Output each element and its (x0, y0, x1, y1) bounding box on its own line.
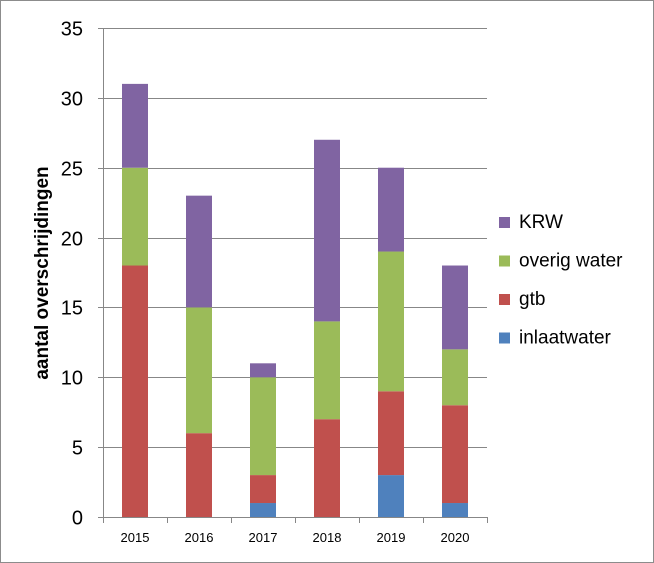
x-tick-label: 2020 (441, 530, 470, 545)
bar-2019-gtb (378, 391, 404, 476)
bar-2019-overig-water (378, 251, 404, 392)
y-tick-label: 15 (61, 298, 83, 320)
gridlines (103, 28, 487, 448)
x-tick-label: 2019 (377, 530, 406, 545)
y-tick-label: 0 (72, 508, 83, 530)
bar-2020-overig-water (442, 349, 468, 406)
axes (98, 28, 488, 523)
bar-2017-gtb (250, 475, 276, 504)
bars (122, 83, 468, 517)
bar-2018-overig-water (314, 321, 340, 420)
legend-swatch (499, 332, 510, 344)
x-tick-label: 2016 (185, 530, 214, 545)
y-tick-labels: 0 5 10 15 20 25 30 35 (61, 19, 83, 530)
bar-2017-inlaatwater (250, 503, 276, 517)
bar-2015-krw (122, 83, 148, 168)
y-tick-label: 25 (61, 159, 83, 181)
x-tick-label: 2018 (313, 530, 342, 545)
bar-2020-inlaatwater (442, 503, 468, 517)
bar-2015-gtb (122, 265, 148, 517)
y-tick-label: 20 (61, 229, 83, 251)
bar-2017-overig-water (250, 377, 276, 476)
bar-2020-gtb (442, 405, 468, 504)
bar-2018-gtb (314, 419, 340, 517)
legend-label: gtb (519, 289, 545, 310)
legend-label: overig water (519, 251, 623, 272)
bar-2019-krw (378, 167, 404, 252)
y-tick-label: 10 (61, 368, 83, 390)
y-axis-label: aantal overschrijdingen (32, 166, 53, 379)
legend: KRW overig water gtb inlaatwater (499, 212, 623, 349)
bar-2016-krw (186, 195, 212, 308)
bar-2016-overig-water (186, 307, 212, 434)
legend-label: KRW (519, 212, 563, 233)
bar-2020-krw (442, 265, 468, 350)
x-tick-labels: 2015 2016 2017 2018 2019 2020 (121, 530, 470, 545)
legend-label: inlaatwater (519, 328, 612, 349)
x-tick-label: 2015 (121, 530, 150, 545)
y-tick-label: 30 (61, 89, 83, 111)
legend-swatch (499, 255, 510, 267)
bar-2017-krw (250, 363, 276, 378)
bar-2015-overig-water (122, 167, 148, 266)
x-tick-label: 2017 (249, 530, 278, 545)
bar-2018-krw (314, 139, 340, 322)
y-tick-label: 5 (72, 438, 83, 460)
legend-swatch (499, 294, 510, 305)
bar-2019-inlaatwater (378, 475, 404, 517)
legend-swatch (499, 217, 510, 228)
bar-2016-gtb (186, 433, 212, 517)
y-tick-label: 35 (61, 19, 83, 41)
